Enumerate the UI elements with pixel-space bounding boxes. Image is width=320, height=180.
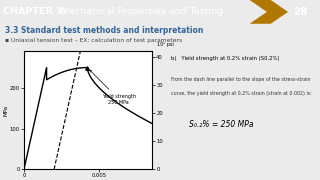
Text: CHAPTER 3:: CHAPTER 3:	[3, 7, 67, 16]
Text: Yield strength
250 MPa: Yield strength 250 MPa	[90, 70, 136, 105]
Text: 3.3 Standard test methods and interpretation: 3.3 Standard test methods and interpreta…	[5, 26, 203, 35]
Y-axis label: MPa: MPa	[3, 105, 8, 116]
Text: S₀.₂% = 250 MPa: S₀.₂% = 250 MPa	[189, 120, 253, 129]
Text: 28: 28	[293, 7, 308, 17]
Text: ▪ Uniaxial tension test – EX: calculation of test parameters: ▪ Uniaxial tension test – EX: calculatio…	[5, 38, 182, 43]
Text: Mechanical Properties and Testing: Mechanical Properties and Testing	[58, 7, 223, 16]
Text: curve, the yield strength at 0.2% strain (strain at 0.002) is:: curve, the yield strength at 0.2% strain…	[171, 91, 311, 96]
Polygon shape	[250, 0, 288, 24]
Text: b)   Yield strength at 0.2% strain (S0.2%): b) Yield strength at 0.2% strain (S0.2%)	[171, 56, 279, 61]
Text: 10³ psi: 10³ psi	[157, 42, 174, 47]
Text: From the dash line parallel to the slope of the stress-strain: From the dash line parallel to the slope…	[171, 77, 310, 82]
